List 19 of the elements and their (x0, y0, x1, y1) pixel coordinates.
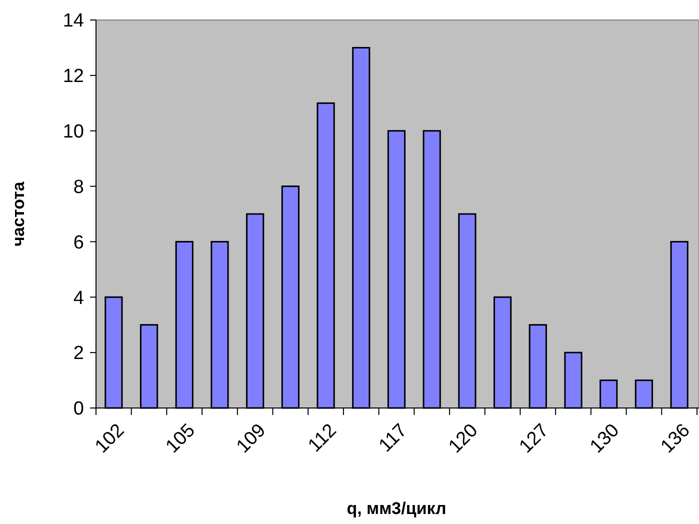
y-axis-title: частота (9, 181, 28, 246)
x-tick-label: 109 (232, 420, 270, 458)
x-axis-title: q, мм3/цикл (346, 499, 446, 518)
y-tick-label: 12 (62, 66, 84, 88)
x-tick-label: 117 (375, 420, 412, 456)
y-tick-label: 6 (73, 232, 84, 254)
x-tick-label: 130 (586, 420, 624, 458)
y-tick-label: 4 (73, 288, 84, 309)
x-tick-label: 120 (444, 420, 482, 458)
x-tick-label: 136 (656, 420, 694, 458)
x-tick-label: 105 (162, 420, 200, 458)
y-tick-label: 10 (62, 122, 84, 143)
y-tick-label: 0 (73, 398, 84, 420)
y-tick-label: 2 (73, 343, 84, 364)
x-tick-label: 112 (304, 420, 341, 456)
y-tick-label: 14 (62, 10, 84, 32)
x-tick-label: 127 (516, 420, 553, 458)
y-tick-label: 8 (73, 176, 84, 198)
x-tick-label: 102 (91, 420, 129, 458)
